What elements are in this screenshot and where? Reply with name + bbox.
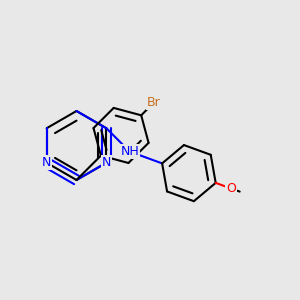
Text: N: N (102, 156, 111, 169)
Text: NH: NH (120, 145, 139, 158)
Text: O: O (226, 182, 236, 195)
Text: N: N (42, 156, 51, 169)
Text: Br: Br (147, 96, 161, 109)
